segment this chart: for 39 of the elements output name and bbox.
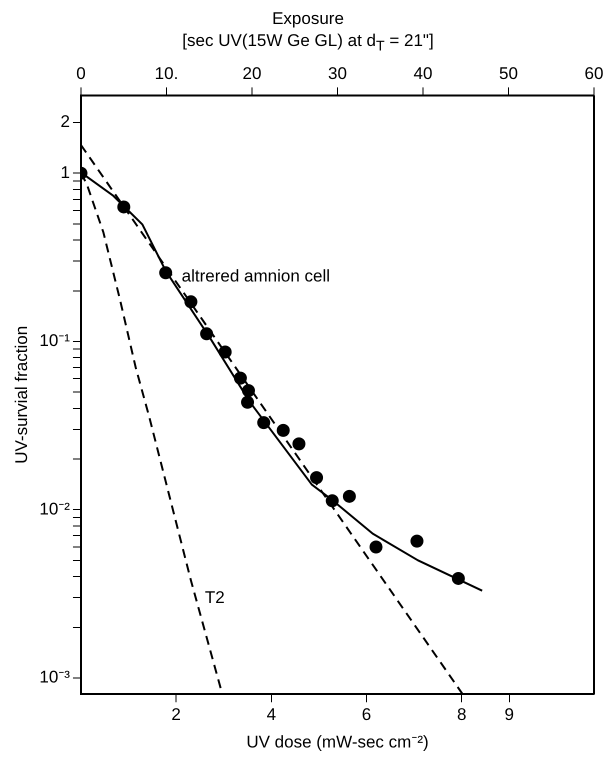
point — [292, 438, 306, 451]
y-tick-label: 2 — [60, 112, 70, 132]
point — [159, 266, 172, 280]
y-tick-label: 10⁻¹ — [39, 332, 70, 351]
point — [326, 494, 339, 508]
x-tick-label: 2 — [171, 705, 181, 724]
x-tick-label: 8 — [456, 705, 466, 724]
series-label: altrered amnion cell — [182, 266, 330, 286]
x-tick-label: 6 — [362, 705, 372, 724]
point — [242, 384, 255, 398]
x2-tick-label: 10. — [154, 64, 178, 84]
x-tick-label: 9 — [504, 705, 514, 724]
point — [452, 572, 465, 586]
point — [410, 535, 424, 548]
y-tick-label: 10⁻³ — [39, 668, 70, 687]
point — [241, 396, 254, 410]
point — [184, 296, 198, 309]
x2-tick-label: 30 — [328, 64, 347, 84]
x2-tick-label: 20 — [242, 64, 262, 84]
y-tick-label: 10⁻² — [39, 500, 70, 519]
x-axis-title: UV dose (mW-sec cm⁻²) — [246, 732, 429, 752]
y-tick-label: 1 — [60, 163, 70, 182]
point — [117, 200, 130, 214]
x2-tick-label: 60 — [584, 64, 604, 84]
x2-tick-label: 50 — [499, 64, 518, 84]
point — [276, 424, 290, 438]
point — [218, 346, 232, 359]
y-axis-title: UV-survial fraction — [12, 326, 31, 464]
point — [200, 328, 214, 341]
point — [370, 540, 383, 554]
series-label: T2 — [204, 588, 225, 608]
x2-tick-label: 0 — [76, 64, 86, 84]
x2-tick-label: 40 — [414, 64, 432, 84]
x2-axis-title: Exposure [sec UV(15W Ge GL) at d$_{T}$ = 21"] — [181, 8, 435, 56]
point — [310, 472, 324, 485]
point — [234, 372, 247, 386]
x-tick-label: 4 — [266, 705, 276, 724]
point — [257, 416, 270, 430]
point — [342, 490, 356, 504]
